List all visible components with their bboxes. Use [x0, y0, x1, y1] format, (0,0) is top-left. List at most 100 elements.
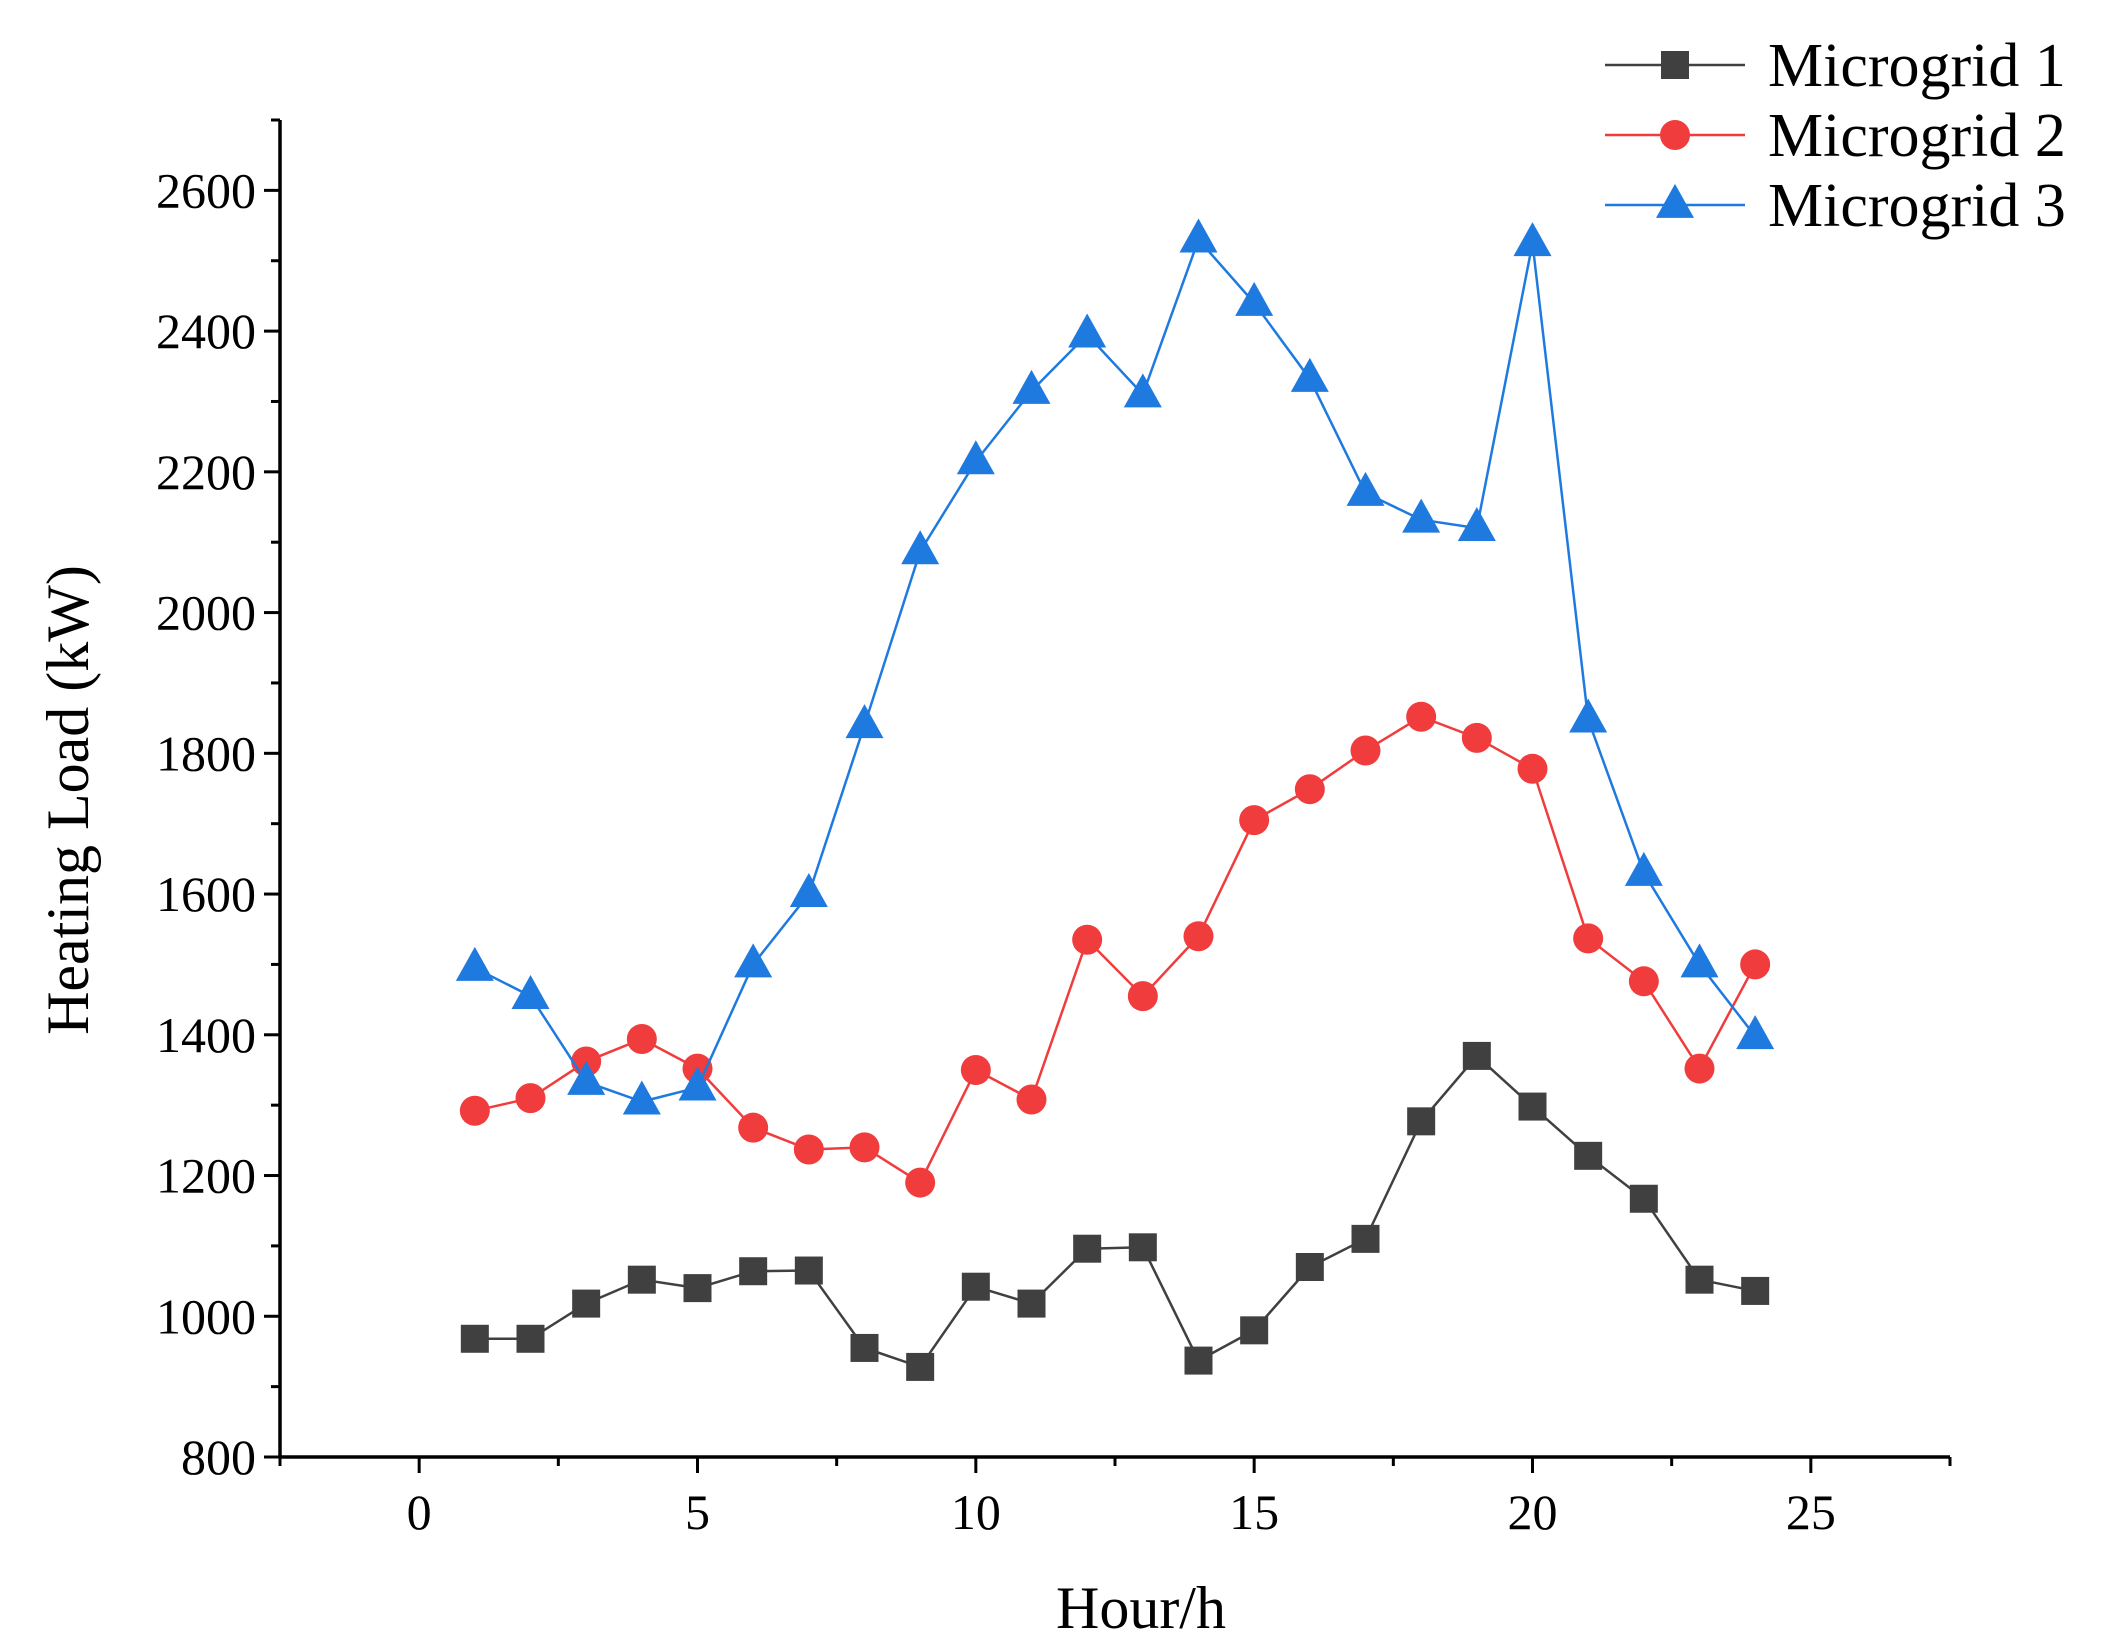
data-point: [1740, 949, 1771, 980]
x-tick-label: 0: [407, 1484, 432, 1540]
data-point: [1462, 1041, 1491, 1070]
data-point: [845, 704, 884, 739]
y-tick-label: 2000: [156, 585, 256, 641]
data-point: [1179, 218, 1218, 253]
data-point: [515, 1083, 546, 1114]
data-point: [1016, 1084, 1047, 1115]
data-point: [678, 1066, 717, 1101]
x-tick-label: 15: [1229, 1484, 1279, 1540]
data-point: [793, 1134, 824, 1165]
data-point: [905, 1167, 936, 1198]
data-point: [1461, 722, 1492, 753]
legend-marker: [1656, 183, 1694, 218]
data-point: [1017, 1289, 1046, 1318]
data-point: [789, 872, 828, 907]
data-point: [734, 943, 773, 978]
x-axis-title: Hour/h: [1056, 1575, 1226, 1641]
legend-marker: [1660, 120, 1690, 150]
data-point: [459, 1095, 490, 1126]
legend-item-1: Microgrid 1: [1605, 32, 2066, 100]
data-point: [683, 1274, 712, 1303]
y-tick-label: 800: [181, 1429, 256, 1485]
data-point: [906, 1352, 935, 1381]
data-point: [511, 975, 550, 1010]
data-point: [1629, 1184, 1658, 1213]
y-tick-label: 1000: [156, 1288, 256, 1344]
data-point: [849, 1132, 880, 1163]
data-point: [455, 946, 494, 981]
data-point: [1240, 1316, 1269, 1345]
legend-label: Microgrid 2: [1768, 102, 2066, 170]
data-point: [961, 1272, 990, 1301]
series-line: [474, 715, 1757, 1185]
data-point: [1680, 943, 1719, 978]
y-tick-label: 2600: [156, 162, 256, 218]
data-point: [1406, 701, 1437, 732]
data-point: [1513, 222, 1552, 257]
series-1: [460, 1041, 1770, 1381]
data-point: [738, 1112, 769, 1143]
legend-item-2: Microgrid 2: [1605, 102, 2066, 170]
data-point: [960, 1054, 991, 1085]
data-point: [1741, 1276, 1770, 1305]
data-point: [956, 440, 995, 475]
data-point: [626, 1024, 657, 1055]
data-point: [1569, 698, 1608, 733]
legend-marker: [1661, 51, 1689, 79]
data-point: [1518, 1092, 1547, 1121]
legend-item-3: Microgrid 3: [1605, 172, 2066, 240]
series-line: [474, 1054, 1756, 1369]
data-point: [1235, 281, 1274, 316]
data-point: [1073, 1234, 1102, 1263]
data-point: [1685, 1265, 1714, 1294]
data-point: [1295, 1253, 1324, 1282]
y-tick-label: 1800: [156, 725, 256, 781]
data-point: [739, 1257, 768, 1286]
data-point: [1290, 357, 1329, 392]
data-point: [1072, 924, 1103, 955]
data-point: [1517, 753, 1548, 784]
data-point: [1402, 498, 1441, 533]
series-line: [474, 237, 1757, 1103]
data-point: [1351, 1224, 1380, 1253]
data-point: [1628, 966, 1659, 997]
y-axis-title: Heating Load (kW): [35, 565, 101, 1035]
x-tick-label: 25: [1786, 1484, 1836, 1540]
data-point: [1183, 921, 1214, 952]
data-point: [1574, 1141, 1603, 1170]
series-2: [459, 701, 1771, 1198]
x-tick-label: 5: [685, 1484, 710, 1540]
data-point: [794, 1256, 823, 1285]
data-point: [1346, 471, 1385, 506]
plot-area: [455, 218, 1775, 1381]
y-tick-label: 1400: [156, 1007, 256, 1063]
y-tick-label: 1600: [156, 866, 256, 922]
data-point: [627, 1265, 656, 1294]
y-tick-label: 2400: [156, 303, 256, 359]
data-point: [1068, 313, 1107, 348]
legend-label: Microgrid 3: [1768, 172, 2066, 240]
data-point: [850, 1333, 879, 1362]
y-tick-label: 2200: [156, 444, 256, 500]
data-point: [567, 1060, 606, 1095]
data-point: [1457, 507, 1496, 542]
data-point: [1624, 851, 1663, 886]
data-point: [1294, 774, 1325, 805]
data-point: [1184, 1346, 1213, 1375]
data-point: [516, 1324, 545, 1353]
axes: 800 1000 1200 1400 1600 1800 2000 2200 2400 2600 0…: [156, 118, 1952, 1540]
y-tick-label: 1200: [156, 1148, 256, 1204]
data-point: [1573, 923, 1604, 954]
data-point: [1123, 373, 1162, 408]
data-point: [572, 1289, 601, 1318]
x-tick-label: 10: [951, 1484, 1001, 1540]
x-tick-label: 20: [1508, 1484, 1558, 1540]
data-point: [1128, 1233, 1157, 1262]
data-point: [1350, 735, 1381, 766]
data-point: [460, 1324, 489, 1353]
data-point: [622, 1080, 661, 1115]
data-point: [1736, 1015, 1775, 1050]
data-point: [1684, 1053, 1715, 1084]
